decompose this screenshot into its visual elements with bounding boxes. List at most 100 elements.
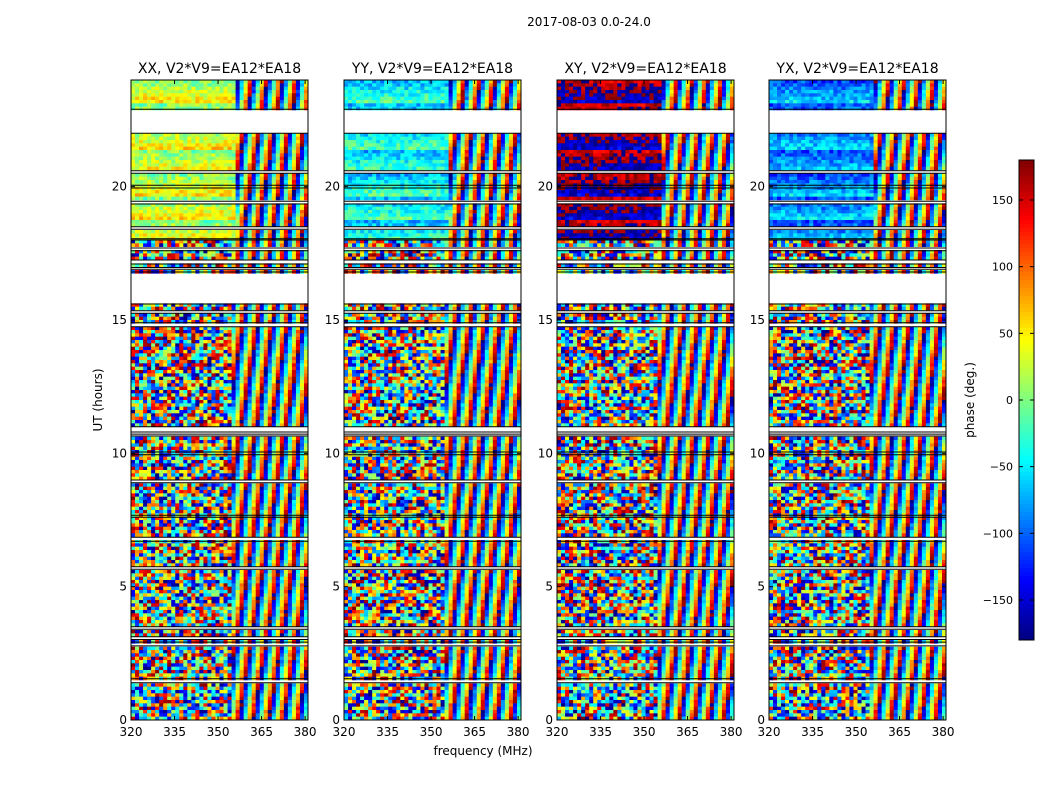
colorbar-segment xyxy=(1019,528,1034,533)
panel-yx: YX, V2*V9=EA12*EA18 320 335 350 365 380 0 5 10 15… xyxy=(750,61,955,739)
flag-lines xyxy=(131,108,308,684)
colorbar-segment xyxy=(1019,264,1034,269)
y-tick-label: 10 xyxy=(112,446,127,460)
panel-frame xyxy=(130,79,309,721)
colorbar-segment xyxy=(1019,468,1034,473)
colorbar-segment xyxy=(1019,540,1034,545)
panel-xx: XX, V2*V9=EA12*EA18 320 335 350 365 380 0 5 10 15… xyxy=(112,61,317,739)
colorbar-segment xyxy=(1019,504,1034,509)
x-tick-label: 380 xyxy=(507,725,530,739)
y-tick-label: 0 xyxy=(119,713,127,727)
colorbar-segment xyxy=(1019,172,1034,177)
colorbar-segment xyxy=(1019,464,1034,469)
x-tick-label: 365 xyxy=(250,725,273,739)
y-tick-label: 10 xyxy=(325,446,340,460)
colorbar-segment xyxy=(1019,452,1034,457)
y-tick-label: 10 xyxy=(538,446,553,460)
colorbar-segment xyxy=(1019,364,1034,369)
x-tick-label: 335 xyxy=(589,725,612,739)
colorbar-segment xyxy=(1019,588,1034,593)
colorbar-segment xyxy=(1019,412,1034,417)
colorbar-label: phase (deg.) xyxy=(963,362,977,438)
x-tick-label: 335 xyxy=(801,725,824,739)
colorbar-segment xyxy=(1019,576,1034,581)
y-tick-label: 0 xyxy=(545,713,553,727)
panel-title: YX, V2*V9=EA12*EA18 xyxy=(775,61,938,77)
colorbar-segment xyxy=(1019,184,1034,189)
y-tick-label: 0 xyxy=(757,713,765,727)
colorbar-segment xyxy=(1019,392,1034,397)
colorbar-segment xyxy=(1019,428,1034,433)
colorbar-segment xyxy=(1019,616,1034,621)
colorbar-segment xyxy=(1019,308,1034,313)
colorbar-segment xyxy=(1019,216,1034,221)
colorbar-segment xyxy=(1019,564,1034,569)
colorbar-segment xyxy=(1019,624,1034,629)
y-tick-label: 10 xyxy=(750,446,765,460)
x-tick-label: 320 xyxy=(120,725,143,739)
colorbar-tick-label: 50 xyxy=(999,327,1013,340)
phase-heatmap xyxy=(769,80,947,721)
colorbar-segment xyxy=(1019,480,1034,485)
colorbar-segment xyxy=(1019,324,1034,329)
colorbar-segment xyxy=(1019,212,1034,217)
colorbar-segment xyxy=(1019,580,1034,585)
colorbar-segment xyxy=(1019,248,1034,253)
colorbar-segment xyxy=(1019,556,1034,561)
colorbar-segment xyxy=(1019,384,1034,389)
colorbar-segment xyxy=(1019,220,1034,225)
panel-xy: XY, V2*V9=EA12*EA18 320 335 350 365 380 0 5 10 15… xyxy=(538,61,743,739)
panel-frame xyxy=(768,79,947,721)
colorbar-segment xyxy=(1019,388,1034,393)
colorbar-segment xyxy=(1019,332,1034,337)
colorbar-segment xyxy=(1019,628,1034,633)
colorbar: −150 −100 −50 0 50 100 150 xyxy=(983,159,1035,641)
colorbar-segment xyxy=(1019,192,1034,197)
colorbar-segment xyxy=(1019,376,1034,381)
colorbar-segment xyxy=(1019,596,1034,601)
colorbar-segment xyxy=(1019,168,1034,173)
colorbar-segment xyxy=(1019,228,1034,233)
colorbar-segment xyxy=(1019,536,1034,541)
colorbar-segment xyxy=(1019,336,1034,341)
colorbar-segment xyxy=(1019,204,1034,209)
colorbar-segment xyxy=(1019,256,1034,261)
colorbar-segment xyxy=(1019,548,1034,553)
colorbar-segment xyxy=(1019,304,1034,309)
colorbar-segment xyxy=(1019,508,1034,513)
colorbar-segment xyxy=(1019,404,1034,409)
colorbar-segment xyxy=(1019,348,1034,353)
colorbar-segment xyxy=(1019,636,1034,641)
colorbar-segment xyxy=(1019,424,1034,429)
colorbar-tick-label: −100 xyxy=(983,527,1013,540)
colorbar-segment xyxy=(1019,244,1034,249)
colorbar-segment xyxy=(1019,284,1034,289)
colorbar-tick-label: 100 xyxy=(992,261,1013,274)
colorbar-segment xyxy=(1019,484,1034,489)
colorbar-segment xyxy=(1019,316,1034,321)
colorbar-segment xyxy=(1019,180,1034,185)
x-tick-label: 350 xyxy=(420,725,443,739)
colorbar-segment xyxy=(1019,552,1034,557)
colorbar-segment xyxy=(1019,440,1034,445)
colorbar-segment xyxy=(1019,516,1034,521)
panel-title: YY, V2*V9=EA12*EA18 xyxy=(351,61,513,77)
y-tick-label: 20 xyxy=(112,180,127,194)
x-tick-label: 320 xyxy=(333,725,356,739)
colorbar-segment xyxy=(1019,608,1034,613)
colorbar-segment xyxy=(1019,352,1034,357)
y-tick-label: 20 xyxy=(750,180,765,194)
colorbar-segment xyxy=(1019,600,1034,605)
colorbar-segment xyxy=(1019,380,1034,385)
x-tick-label: 350 xyxy=(633,725,656,739)
colorbar-segment xyxy=(1019,164,1034,169)
colorbar-segment xyxy=(1019,296,1034,301)
x-tick-label: 365 xyxy=(676,725,699,739)
panel-title: XX, V2*V9=EA12*EA18 xyxy=(138,61,301,77)
x-tick-label: 350 xyxy=(207,725,230,739)
colorbar-segment xyxy=(1019,176,1034,181)
colorbar-segment xyxy=(1019,240,1034,245)
colorbar-segment xyxy=(1019,232,1034,237)
colorbar-segment xyxy=(1019,300,1034,305)
colorbar-segment xyxy=(1019,188,1034,193)
